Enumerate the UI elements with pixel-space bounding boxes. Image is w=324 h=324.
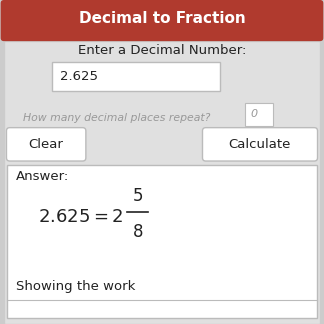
FancyBboxPatch shape: [1, 0, 323, 41]
FancyBboxPatch shape: [245, 103, 273, 126]
Text: 2.625: 2.625: [60, 70, 98, 83]
Text: Answer:: Answer:: [16, 170, 69, 183]
Text: 8: 8: [133, 223, 143, 241]
FancyBboxPatch shape: [52, 62, 220, 91]
Text: $\mathregular{2.625 = 2}$: $\mathregular{2.625 = 2}$: [38, 208, 123, 226]
Text: 0: 0: [250, 110, 257, 119]
FancyBboxPatch shape: [6, 128, 86, 161]
Text: Decimal to Fraction: Decimal to Fraction: [79, 11, 245, 27]
Text: Clear: Clear: [29, 138, 64, 151]
Text: 5: 5: [133, 187, 143, 205]
Text: Enter a Decimal Number:: Enter a Decimal Number:: [78, 44, 246, 57]
Text: How many decimal places repeat?: How many decimal places repeat?: [23, 113, 210, 123]
FancyBboxPatch shape: [202, 128, 318, 161]
FancyBboxPatch shape: [4, 41, 320, 324]
Text: Showing the work: Showing the work: [16, 280, 135, 293]
Text: Calculate: Calculate: [229, 138, 291, 151]
FancyBboxPatch shape: [7, 165, 317, 318]
